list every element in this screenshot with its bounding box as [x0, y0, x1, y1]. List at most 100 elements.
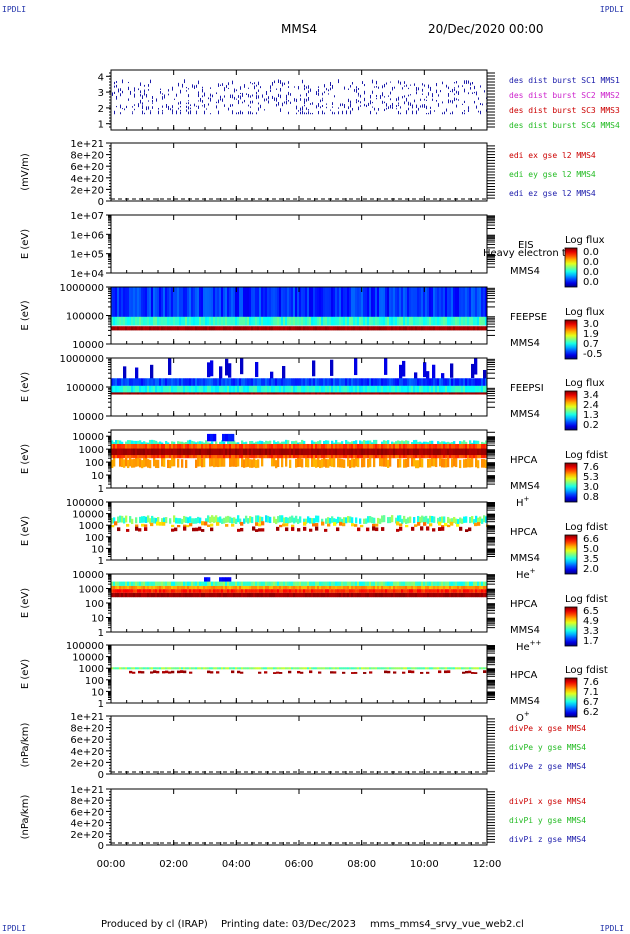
- spectrogram-cell: [375, 523, 379, 527]
- spectrogram-cell: [175, 589, 178, 593]
- spectrogram-cell: [373, 589, 376, 593]
- spectrogram-cell: [279, 287, 282, 326]
- spectrogram-cell: [111, 589, 114, 593]
- spectrogram-cell: [301, 448, 304, 456]
- burst-mark: [198, 100, 199, 102]
- spectrogram-cell: [427, 448, 430, 456]
- burst-mark: [382, 92, 383, 97]
- spectrogram-cell: [193, 316, 196, 326]
- burst-mark: [182, 83, 183, 88]
- spectrogram-cell: [243, 326, 246, 331]
- spectrogram-cell: [423, 392, 426, 395]
- spectrogram-cell: [309, 589, 312, 593]
- spectrogram-cell: [295, 448, 298, 456]
- spectrogram-cell: [307, 667, 310, 670]
- spectrogram-cell: [275, 316, 278, 326]
- burst-mark: [456, 98, 457, 101]
- burst-mark: [194, 85, 195, 89]
- spectrogram-cell: [301, 316, 304, 326]
- spectrogram-cell: [204, 521, 208, 526]
- spectrogram-cell: [307, 287, 310, 326]
- burst-mark: [376, 80, 377, 85]
- spectrogram-cell: [276, 671, 280, 674]
- colorbar-tick-label: 0.0: [583, 257, 599, 268]
- spectrogram-cell: [275, 326, 278, 331]
- spectrogram-cell: [141, 671, 145, 674]
- spectrogram-cell: [155, 287, 158, 326]
- spectrogram-cell: [241, 667, 244, 670]
- spectrogram-cell: [155, 448, 158, 456]
- burst-mark: [150, 111, 151, 115]
- spectrogram-cell: [287, 581, 290, 586]
- spectrogram-cell: [453, 585, 456, 590]
- spectrogram-cell: [253, 287, 256, 326]
- spectrogram-cell: [325, 385, 328, 393]
- spectrogram-cell: [191, 581, 194, 586]
- spectrogram-cell: [357, 326, 360, 331]
- y-tick-label: 1e+21: [70, 712, 104, 723]
- spectrogram-cell: [427, 287, 430, 326]
- spectrogram-cell: [150, 364, 154, 379]
- spectrogram-cell: [483, 378, 486, 393]
- spectrogram-cell: [359, 287, 362, 326]
- spectrogram-cell: [189, 516, 192, 523]
- spectrogram-cell: [395, 287, 398, 326]
- spectrogram-cell: [203, 326, 206, 331]
- burst-mark: [426, 105, 427, 110]
- spectrogram-cell: [415, 448, 418, 456]
- spectrogram-cell: [349, 448, 352, 456]
- spectrogram-cell: [323, 592, 326, 598]
- colorbar-tick-label: 0.0: [583, 277, 599, 288]
- spectrogram-cell: [423, 316, 426, 326]
- spectrogram-cell: [231, 378, 234, 393]
- spectrogram-cell: [267, 392, 270, 395]
- burst-mark: [370, 100, 371, 105]
- spectrogram-cell: [475, 589, 478, 593]
- burst-mark: [266, 91, 267, 95]
- spectrogram-cell: [419, 592, 422, 598]
- spectrogram-cell: [361, 316, 364, 326]
- spectrogram-cell: [195, 581, 198, 586]
- spectrogram-cell: [181, 385, 184, 393]
- spectrogram-cell: [199, 585, 202, 590]
- spectrogram-cell: [169, 378, 172, 393]
- spectrogram-cell: [415, 581, 418, 586]
- spectrogram-cell: [371, 392, 374, 395]
- spectrogram-cell: [231, 448, 234, 456]
- spectrogram-cell: [363, 518, 366, 524]
- spectrogram-cell: [113, 448, 116, 456]
- burst-mark: [114, 91, 115, 94]
- burst-mark: [342, 110, 343, 115]
- spectrogram-cell: [241, 448, 244, 456]
- spectrogram-cell: [401, 592, 404, 598]
- spectrogram-cell: [375, 592, 378, 598]
- spectrogram-cell: [283, 378, 286, 393]
- spectrogram-cell: [247, 448, 250, 456]
- spectrogram-cell: [335, 585, 338, 590]
- spectrogram-cell: [339, 326, 342, 331]
- spectrogram-cell: [263, 326, 266, 331]
- burst-mark: [424, 98, 425, 101]
- spectrogram-cell: [377, 667, 380, 670]
- panel-frame: [110, 142, 488, 202]
- spectrogram-cell: [419, 287, 422, 326]
- spectrogram-cell: [277, 316, 280, 326]
- spectrogram-cell: [475, 581, 478, 586]
- spectrogram-cell: [117, 516, 120, 523]
- spectrogram-cell: [257, 589, 260, 593]
- spectrogram-cell: [353, 316, 356, 326]
- spectrogram-cell: [373, 378, 376, 393]
- spectrogram-cell: [345, 378, 348, 393]
- spectrogram-cell: [123, 392, 126, 395]
- spectrogram-cell: [345, 316, 348, 326]
- spectrogram-cell: [313, 581, 316, 586]
- burst-mark: [434, 110, 435, 112]
- burst-mark: [186, 105, 187, 108]
- spectrogram-cell: [251, 287, 254, 326]
- spectrogram-cell: [351, 592, 354, 598]
- burst-mark: [218, 99, 219, 104]
- spectrogram-cell: [191, 326, 194, 331]
- spectrogram-cell: [167, 378, 170, 393]
- spectrogram-cell: [449, 326, 452, 331]
- burst-mark: [456, 81, 457, 84]
